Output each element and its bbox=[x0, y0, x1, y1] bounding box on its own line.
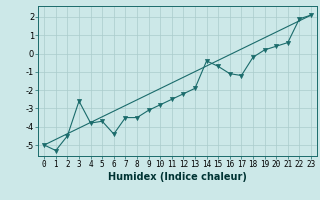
X-axis label: Humidex (Indice chaleur): Humidex (Indice chaleur) bbox=[108, 172, 247, 182]
